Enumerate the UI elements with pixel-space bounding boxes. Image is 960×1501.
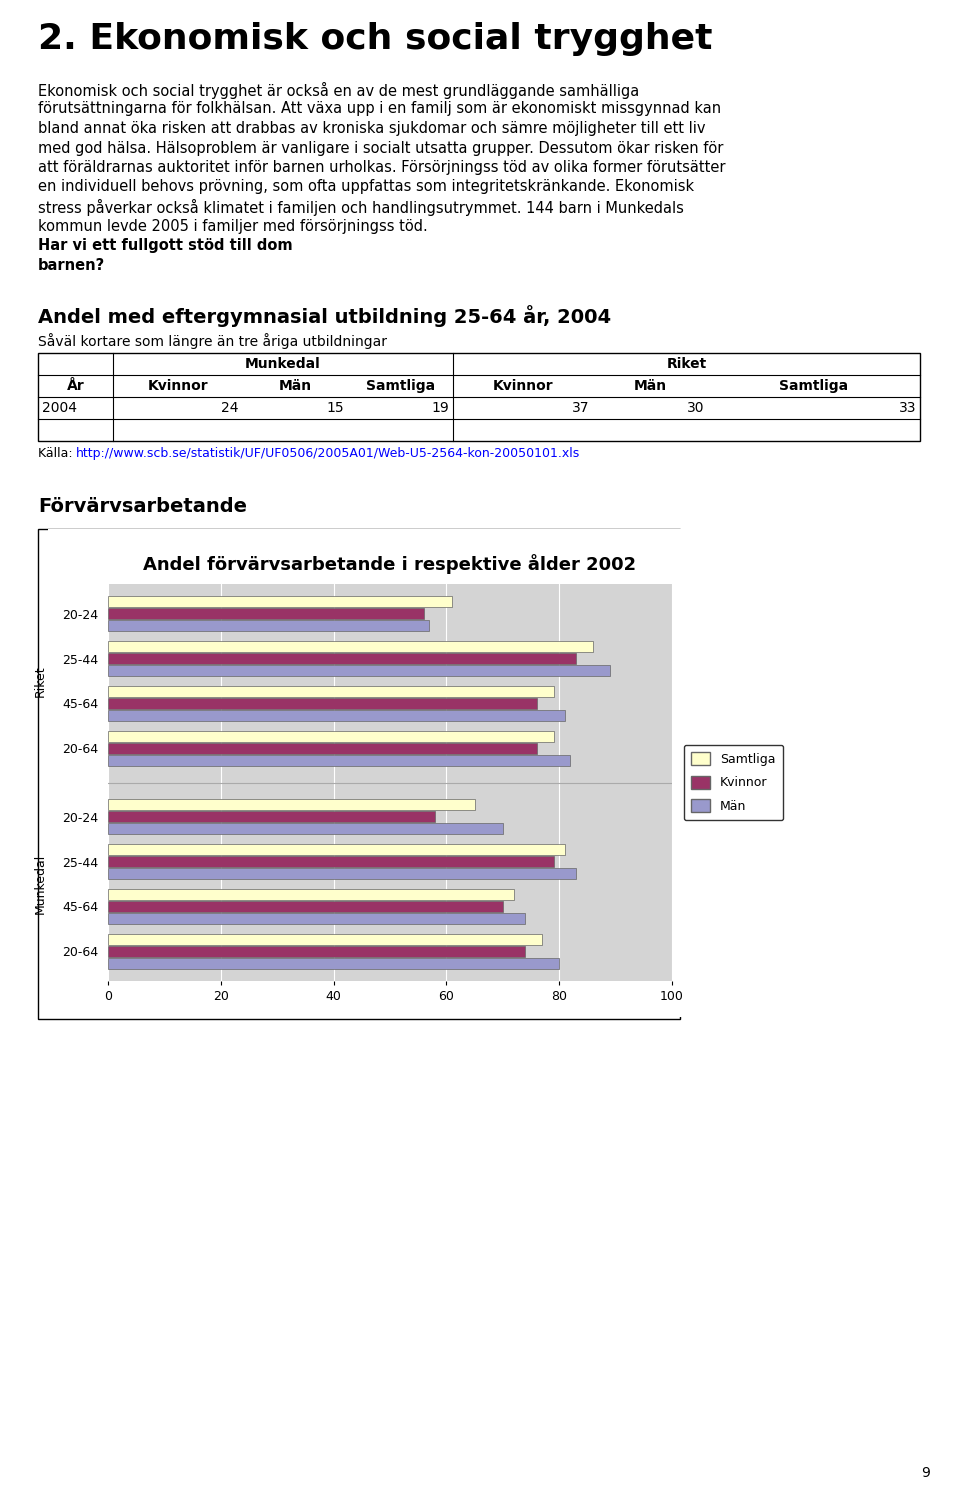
- Bar: [108, 958, 559, 968]
- Text: Har vi ett fullgott stöd till dom: Har vi ett fullgott stöd till dom: [38, 239, 293, 254]
- Bar: [108, 934, 542, 944]
- Bar: [108, 686, 554, 696]
- Text: Män: Män: [634, 378, 667, 393]
- Text: Andel med eftergymnasial utbildning 25-64 år, 2004: Andel med eftergymnasial utbildning 25-6…: [38, 305, 612, 327]
- Bar: [48, 528, 688, 1018]
- Text: 2004: 2004: [42, 401, 77, 414]
- Legend: Samtliga, Kvinnor, Män: Samtliga, Kvinnor, Män: [684, 744, 783, 821]
- Title: Andel förvärvsarbetande i respektive ålder 2002: Andel förvärvsarbetande i respektive åld…: [143, 554, 636, 573]
- Text: http://www.scb.se/statistik/UF/UF0506/2005A01/Web-U5-2564-kon-20050101.xls: http://www.scb.se/statistik/UF/UF0506/20…: [76, 447, 580, 459]
- Text: bland annat öka risken att drabbas av kroniska sjukdomar och sämre möjligheter t: bland annat öka risken att drabbas av kr…: [38, 122, 706, 137]
- Text: Kvinnor: Kvinnor: [492, 378, 553, 393]
- Bar: [108, 844, 564, 856]
- Bar: [108, 812, 435, 823]
- Bar: [108, 665, 610, 675]
- Bar: [108, 743, 537, 754]
- Text: att föräldrarnas auktoritet inför barnen urholkas. Försörjningss töd av olika fo: att föräldrarnas auktoritet inför barnen…: [38, 161, 726, 176]
- Text: Munkedal: Munkedal: [34, 854, 47, 914]
- Text: 2. Ekonomisk och social trygghet: 2. Ekonomisk och social trygghet: [38, 23, 712, 56]
- Text: stress påverkar också klimatet i familjen och handlingsutrymmet. 144 barn i Munk: stress påverkar också klimatet i familje…: [38, 200, 684, 216]
- Bar: [108, 596, 452, 608]
- Text: Kvinnor: Kvinnor: [148, 378, 208, 393]
- Text: 24: 24: [222, 401, 239, 414]
- Bar: [108, 653, 576, 663]
- Text: barnen?: barnen?: [38, 258, 106, 273]
- Text: År: År: [66, 378, 84, 393]
- Bar: [108, 856, 554, 868]
- Text: 15: 15: [326, 401, 344, 414]
- Text: 37: 37: [571, 401, 589, 414]
- Bar: [38, 528, 680, 1019]
- Text: Munkedal: Munkedal: [245, 357, 321, 371]
- Bar: [108, 913, 525, 923]
- Bar: [108, 823, 503, 835]
- Text: 19: 19: [431, 401, 449, 414]
- Bar: [108, 710, 564, 720]
- Text: Såväl kortare som längre än tre åriga utbildningar: Såväl kortare som längre än tre åriga ut…: [38, 333, 387, 348]
- Text: Källa:: Källa:: [38, 447, 77, 459]
- Bar: [108, 755, 570, 766]
- Bar: [108, 698, 537, 708]
- Bar: [108, 889, 515, 901]
- Text: med god hälsa. Hälsoproblem är vanligare i socialt utsatta grupper. Dessutom öka: med god hälsa. Hälsoproblem är vanligare…: [38, 141, 724, 156]
- Text: Män: Män: [279, 378, 312, 393]
- Text: Förvärvsarbetande: Förvärvsarbetande: [38, 497, 247, 516]
- Text: kommun levde 2005 i familjer med försörjningss töd.: kommun levde 2005 i familjer med försörj…: [38, 219, 432, 234]
- Bar: [108, 800, 474, 811]
- Text: 33: 33: [899, 401, 916, 414]
- Bar: [108, 620, 429, 632]
- Text: Riket: Riket: [666, 357, 707, 371]
- Bar: [108, 731, 554, 741]
- Bar: [108, 868, 576, 880]
- Bar: [38, 353, 920, 441]
- Text: en individuell behovs prövning, som ofta uppfattas som integritetskränkande. Eko: en individuell behovs prövning, som ofta…: [38, 180, 694, 195]
- Bar: [108, 641, 593, 651]
- Text: 9: 9: [922, 1466, 930, 1480]
- Text: Samtliga: Samtliga: [366, 378, 435, 393]
- Text: 30: 30: [686, 401, 704, 414]
- Text: förutsättningarna för folkhälsan. Att växa upp i en familj som är ekonomiskt mis: förutsättningarna för folkhälsan. Att vä…: [38, 102, 721, 117]
- Text: Riket: Riket: [34, 665, 47, 696]
- Text: Samtliga: Samtliga: [780, 378, 849, 393]
- Bar: [108, 946, 525, 956]
- Text: Ekonomisk och social trygghet är också en av de mest grundläggande samhälliga: Ekonomisk och social trygghet är också e…: [38, 83, 639, 99]
- Bar: [108, 608, 424, 620]
- Bar: [108, 901, 503, 911]
